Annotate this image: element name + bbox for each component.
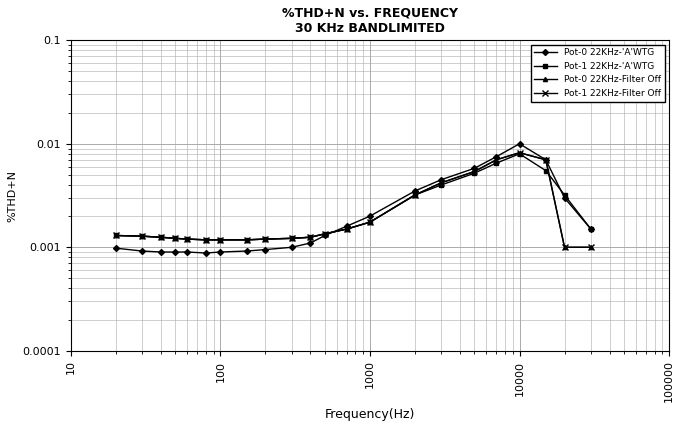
Pot-1 22KHz-Filter Off [242, 237, 251, 242]
Line: Pot-0 22KHz-'A'WTG: Pot-0 22KHz-'A'WTG [114, 142, 593, 255]
Pot-0 22KHz-'A'WTG [217, 250, 225, 255]
Pot-0 22KHz-'A'WTG [516, 141, 524, 146]
Title: %THD+N vs. FREQUENCY
30 KHz BANDLIMITED: %THD+N vs. FREQUENCY 30 KHz BANDLIMITED [282, 7, 458, 35]
Pot-1 22KHz-'A'WTG [183, 237, 191, 242]
Pot-0 22KHz-Filter Off [321, 231, 329, 236]
Pot-1 22KHz-Filter Off [306, 235, 315, 240]
Pot-1 22KHz-Filter Off [437, 180, 445, 185]
Pot-1 22KHz-'A'WTG [366, 220, 374, 225]
Y-axis label: %THD+N: %THD+N [7, 169, 17, 222]
Pot-1 22KHz-'A'WTG [542, 168, 550, 173]
Pot-0 22KHz-'A'WTG [287, 245, 296, 250]
Pot-0 22KHz-Filter Off [587, 245, 595, 250]
Pot-1 22KHz-'A'WTG [242, 237, 251, 242]
Pot-0 22KHz-'A'WTG [492, 154, 501, 159]
Pot-0 22KHz-'A'WTG [542, 157, 550, 162]
Pot-0 22KHz-Filter Off [157, 235, 165, 240]
Pot-1 22KHz-Filter Off [366, 220, 374, 225]
Pot-0 22KHz-Filter Off [138, 234, 146, 239]
Pot-0 22KHz-'A'WTG [437, 177, 445, 182]
Pot-0 22KHz-'A'WTG [172, 250, 180, 255]
Pot-1 22KHz-Filter Off [287, 236, 296, 241]
Pot-0 22KHz-Filter Off [411, 193, 419, 198]
Pot-0 22KHz-Filter Off [516, 150, 524, 155]
X-axis label: Frequency(Hz): Frequency(Hz) [325, 408, 415, 421]
Pot-1 22KHz-Filter Off [471, 169, 479, 174]
Legend: Pot-0 22KHz-'A'WTG, Pot-1 22KHz-'A'WTG, Pot-0 22KHz-Filter Off, Pot-1 22KHz-Filt: Pot-0 22KHz-'A'WTG, Pot-1 22KHz-'A'WTG, … [530, 45, 665, 101]
Pot-1 22KHz-'A'WTG [202, 237, 210, 242]
Pot-1 22KHz-Filter Off [492, 157, 501, 162]
Pot-0 22KHz-'A'WTG [587, 226, 595, 232]
Pot-1 22KHz-'A'WTG [516, 151, 524, 156]
Pot-0 22KHz-'A'WTG [112, 246, 120, 251]
Pot-0 22KHz-Filter Off [217, 237, 225, 242]
Pot-1 22KHz-'A'WTG [306, 235, 315, 240]
Pot-0 22KHz-'A'WTG [471, 166, 479, 171]
Pot-0 22KHz-Filter Off [306, 235, 315, 240]
Pot-1 22KHz-Filter Off [172, 236, 180, 241]
Pot-0 22KHz-'A'WTG [366, 214, 374, 219]
Pot-1 22KHz-'A'WTG [437, 182, 445, 187]
Line: Pot-1 22KHz-Filter Off: Pot-1 22KHz-Filter Off [113, 150, 594, 250]
Pot-1 22KHz-Filter Off [343, 226, 351, 232]
Pot-0 22KHz-Filter Off [471, 169, 479, 174]
Pot-1 22KHz-Filter Off [542, 157, 550, 162]
Pot-1 22KHz-'A'WTG [321, 231, 329, 236]
Pot-0 22KHz-'A'WTG [411, 188, 419, 193]
Pot-0 22KHz-'A'WTG [343, 223, 351, 229]
Pot-1 22KHz-'A'WTG [343, 226, 351, 232]
Pot-1 22KHz-Filter Off [411, 193, 419, 198]
Pot-1 22KHz-'A'WTG [587, 226, 595, 232]
Pot-0 22KHz-'A'WTG [242, 249, 251, 254]
Pot-1 22KHz-'A'WTG [157, 235, 165, 240]
Pot-1 22KHz-Filter Off [217, 237, 225, 242]
Pot-1 22KHz-'A'WTG [560, 193, 569, 198]
Pot-0 22KHz-'A'WTG [157, 250, 165, 255]
Pot-1 22KHz-Filter Off [183, 237, 191, 242]
Pot-1 22KHz-Filter Off [587, 245, 595, 250]
Pot-0 22KHz-'A'WTG [321, 233, 329, 238]
Pot-1 22KHz-'A'WTG [138, 234, 146, 239]
Pot-0 22KHz-Filter Off [287, 236, 296, 241]
Pot-1 22KHz-'A'WTG [411, 193, 419, 198]
Pot-1 22KHz-Filter Off [262, 237, 270, 242]
Pot-0 22KHz-Filter Off [542, 157, 550, 162]
Pot-1 22KHz-Filter Off [138, 234, 146, 239]
Pot-1 22KHz-Filter Off [112, 233, 120, 238]
Pot-0 22KHz-'A'WTG [183, 250, 191, 255]
Pot-1 22KHz-'A'WTG [262, 237, 270, 242]
Pot-1 22KHz-'A'WTG [112, 233, 120, 238]
Pot-0 22KHz-'A'WTG [138, 249, 146, 254]
Pot-1 22KHz-Filter Off [321, 231, 329, 236]
Pot-1 22KHz-'A'WTG [217, 237, 225, 242]
Pot-0 22KHz-Filter Off [262, 237, 270, 242]
Pot-1 22KHz-'A'WTG [471, 171, 479, 176]
Line: Pot-0 22KHz-Filter Off: Pot-0 22KHz-Filter Off [114, 151, 593, 250]
Pot-0 22KHz-'A'WTG [202, 250, 210, 256]
Pot-0 22KHz-Filter Off [343, 226, 351, 232]
Pot-1 22KHz-Filter Off [560, 245, 569, 250]
Pot-0 22KHz-'A'WTG [306, 241, 315, 246]
Pot-0 22KHz-Filter Off [492, 157, 501, 162]
Pot-1 22KHz-'A'WTG [172, 236, 180, 241]
Pot-1 22KHz-Filter Off [516, 150, 524, 155]
Pot-0 22KHz-'A'WTG [560, 195, 569, 200]
Pot-1 22KHz-Filter Off [202, 237, 210, 242]
Pot-0 22KHz-Filter Off [172, 236, 180, 241]
Pot-0 22KHz-Filter Off [437, 180, 445, 185]
Pot-0 22KHz-Filter Off [112, 233, 120, 238]
Pot-1 22KHz-'A'WTG [287, 236, 296, 241]
Pot-0 22KHz-Filter Off [202, 237, 210, 242]
Pot-0 22KHz-Filter Off [366, 220, 374, 225]
Line: Pot-1 22KHz-'A'WTG: Pot-1 22KHz-'A'WTG [114, 152, 593, 242]
Pot-1 22KHz-Filter Off [157, 235, 165, 240]
Pot-0 22KHz-'A'WTG [262, 247, 270, 252]
Pot-1 22KHz-'A'WTG [492, 160, 501, 166]
Pot-0 22KHz-Filter Off [183, 237, 191, 242]
Pot-0 22KHz-Filter Off [560, 245, 569, 250]
Pot-0 22KHz-Filter Off [242, 237, 251, 242]
